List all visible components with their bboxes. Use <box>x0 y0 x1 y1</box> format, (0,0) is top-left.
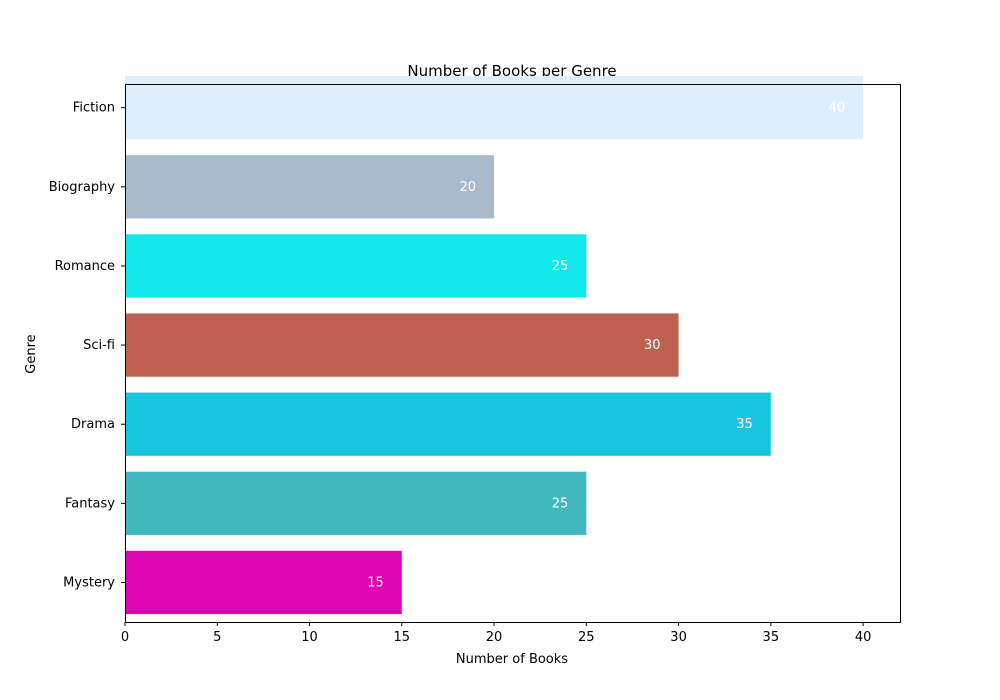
x-tick-label: 30 <box>670 630 687 645</box>
y-axis: Mystery Fantasy Drama Sci-fi Romance Biograph… <box>49 101 125 590</box>
data-label: 35 <box>736 417 753 432</box>
data-label: 40 <box>829 101 846 116</box>
x-tick-label: 25 <box>578 630 595 645</box>
y-tick-label: Romance <box>55 259 115 274</box>
x-tick-label: 20 <box>486 630 503 645</box>
x-tick-label: 0 <box>121 630 129 645</box>
y-axis-label: Genre <box>24 334 39 373</box>
chart-title: Number of Books per Genre <box>407 62 616 80</box>
bar-romance <box>125 234 587 298</box>
x-axis: 0 5 10 15 20 25 30 35 40 <box>121 622 872 645</box>
bar-fiction <box>125 76 864 140</box>
x-tick-label: 40 <box>855 630 872 645</box>
y-tick-label: Fiction <box>73 101 115 116</box>
data-label: 25 <box>552 496 569 511</box>
y-tick-label: Mystery <box>63 575 115 590</box>
bars <box>125 76 864 615</box>
x-tick-label: 15 <box>394 630 411 645</box>
x-tick-label: 35 <box>763 630 780 645</box>
bar-sci-fi <box>125 313 679 377</box>
data-label: 15 <box>367 575 384 590</box>
y-tick-label: Biography <box>49 180 116 195</box>
bar-mystery <box>125 550 402 615</box>
x-tick-label: 10 <box>301 630 318 645</box>
x-tick-label: 5 <box>213 630 221 645</box>
data-label: 30 <box>644 338 661 353</box>
bar-drama <box>125 392 771 456</box>
plot-frame <box>125 84 901 623</box>
data-labels: 15 25 35 30 25 20 40 <box>367 101 845 591</box>
y-tick-label: Sci-fi <box>83 338 115 353</box>
y-tick-label: Drama <box>71 417 115 432</box>
data-label: 25 <box>552 259 569 274</box>
bar-biography <box>125 155 495 219</box>
y-tick-label: Fantasy <box>65 496 115 511</box>
data-label: 20 <box>460 180 477 195</box>
bar-fantasy <box>125 471 587 535</box>
x-axis-label: Number of Books <box>456 652 568 667</box>
